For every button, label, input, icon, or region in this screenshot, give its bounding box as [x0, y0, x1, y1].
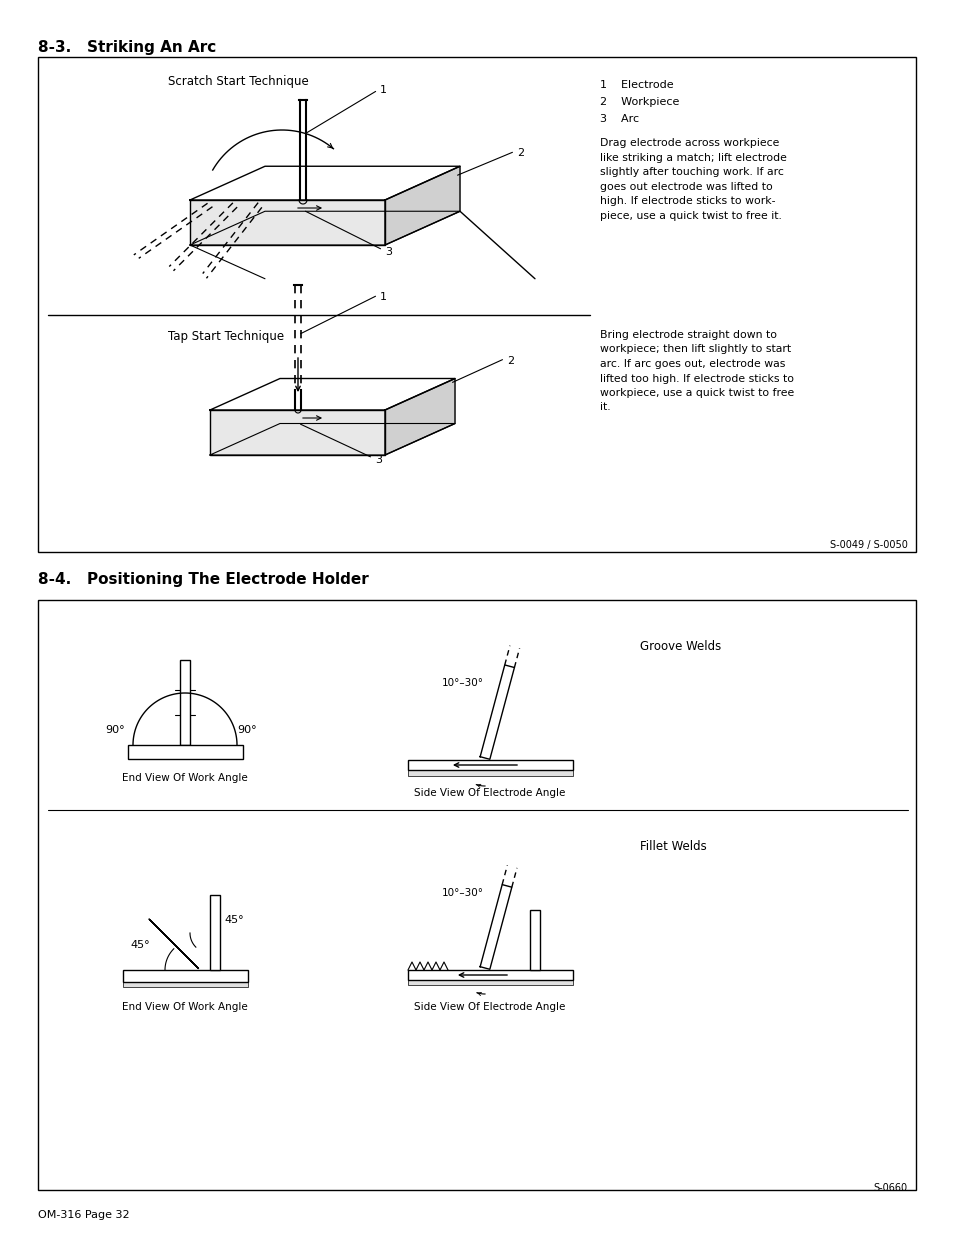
Bar [408, 969, 573, 981]
Polygon shape [210, 410, 385, 454]
Polygon shape [190, 200, 385, 245]
Text: Scratch Start Technique: Scratch Start Technique [168, 75, 309, 88]
Text: goes out electrode was lifted to: goes out electrode was lifted to [599, 182, 772, 191]
Polygon shape [149, 919, 198, 968]
Text: End View Of Work Angle: End View Of Work Angle [122, 773, 248, 783]
Text: 2    Workpiece: 2 Workpiece [599, 98, 679, 107]
Text: 2: 2 [517, 148, 523, 158]
Text: piece, use a quick twist to free it.: piece, use a quick twist to free it. [599, 210, 781, 221]
Polygon shape [385, 378, 455, 454]
Text: 2: 2 [506, 356, 514, 366]
Text: OM-316 Page 32: OM-316 Page 32 [38, 1210, 130, 1220]
Text: workpiece, use a quick twist to free: workpiece, use a quick twist to free [599, 388, 794, 398]
Text: Drag electrode across workpiece: Drag electrode across workpiece [599, 138, 779, 148]
Bar [38, 57, 915, 552]
Bar [210, 895, 220, 969]
Text: Side View Of Electrode Angle: Side View Of Electrode Angle [414, 788, 565, 798]
Text: 10°–30°: 10°–30° [441, 678, 483, 688]
Bar [408, 769, 573, 776]
Text: 10°–30°: 10°–30° [441, 888, 483, 898]
Text: lifted too high. If electrode sticks to: lifted too high. If electrode sticks to [599, 373, 793, 384]
Text: workpiece; then lift slightly to start: workpiece; then lift slightly to start [599, 345, 790, 354]
Text: like striking a match; lift electrode: like striking a match; lift electrode [599, 152, 786, 163]
Text: 45°: 45° [224, 915, 243, 925]
Text: End View Of Work Angle: End View Of Work Angle [122, 1002, 248, 1011]
Bar [128, 745, 243, 760]
Polygon shape [479, 884, 512, 969]
Bar [408, 760, 573, 769]
Text: 45°: 45° [130, 940, 150, 950]
Text: 1: 1 [379, 291, 387, 303]
Bar [530, 910, 539, 969]
Polygon shape [479, 664, 514, 760]
Text: it.: it. [599, 403, 610, 412]
Bar [38, 600, 915, 1191]
Text: arc. If arc goes out, electrode was: arc. If arc goes out, electrode was [599, 359, 784, 369]
Polygon shape [210, 378, 455, 410]
Text: Tap Start Technique: Tap Start Technique [168, 330, 284, 343]
Text: 90°: 90° [236, 725, 256, 735]
Text: 3: 3 [375, 454, 381, 466]
Text: 3: 3 [385, 247, 392, 257]
Bar [123, 982, 248, 987]
Text: slightly after touching work. If arc: slightly after touching work. If arc [599, 167, 783, 177]
Text: 1    Electrode: 1 Electrode [599, 80, 673, 90]
Text: 8-4.   Positioning The Electrode Holder: 8-4. Positioning The Electrode Holder [38, 572, 369, 587]
Text: 3    Arc: 3 Arc [599, 114, 639, 124]
Polygon shape [190, 211, 459, 245]
Text: S-0660: S-0660 [873, 1183, 907, 1193]
Text: S-0049 / S-0050: S-0049 / S-0050 [829, 540, 907, 550]
Text: Groove Welds: Groove Welds [639, 640, 720, 653]
Text: 8-3.   Striking An Arc: 8-3. Striking An Arc [38, 40, 216, 56]
Polygon shape [385, 167, 459, 245]
Text: Side View Of Electrode Angle: Side View Of Electrode Angle [414, 1002, 565, 1011]
Text: high. If electrode sticks to work-: high. If electrode sticks to work- [599, 196, 775, 206]
Polygon shape [210, 424, 455, 454]
Text: 1: 1 [379, 85, 387, 95]
Polygon shape [190, 167, 459, 200]
Text: 90°: 90° [105, 725, 125, 735]
Bar [180, 659, 190, 745]
Bar [123, 969, 248, 982]
Bar [408, 981, 573, 986]
Text: Fillet Welds: Fillet Welds [639, 840, 706, 853]
Text: Bring electrode straight down to: Bring electrode straight down to [599, 330, 776, 340]
